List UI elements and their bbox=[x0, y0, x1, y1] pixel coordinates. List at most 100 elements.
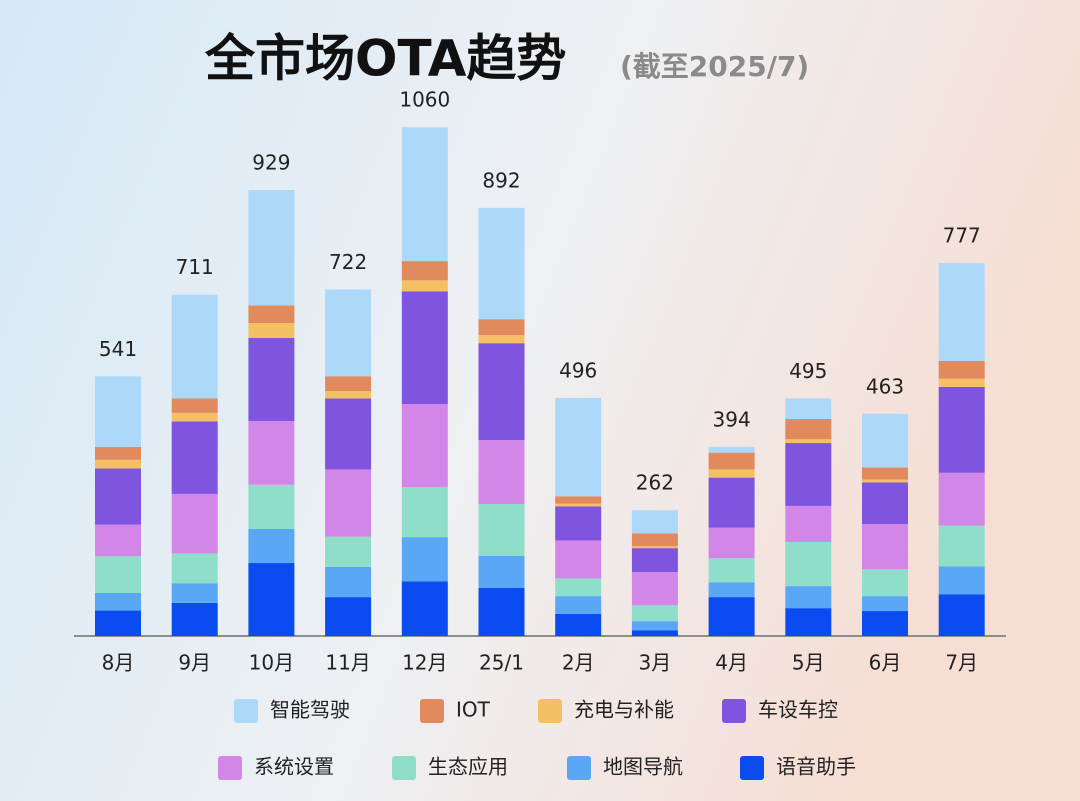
bar-segment bbox=[555, 503, 602, 507]
x-tick-label: 8月 bbox=[102, 651, 135, 675]
bar-segment bbox=[862, 479, 908, 483]
bar-segment bbox=[95, 446, 141, 460]
bar-segment bbox=[325, 566, 372, 598]
bar-segment bbox=[478, 319, 525, 336]
bar-segment bbox=[785, 505, 832, 542]
x-tick-label: 5月 bbox=[792, 651, 825, 675]
bar-segment bbox=[708, 558, 755, 583]
legend-label: 地图导航 bbox=[603, 755, 683, 779]
bar-segment bbox=[862, 413, 908, 468]
bar-segment bbox=[938, 360, 985, 379]
bar-segment bbox=[171, 553, 218, 584]
bar-segment bbox=[95, 592, 141, 611]
bar-segment bbox=[785, 398, 832, 420]
bar-segment bbox=[938, 525, 985, 567]
bar-segment bbox=[785, 439, 832, 444]
bar-segment bbox=[478, 207, 525, 320]
bar-segment bbox=[631, 548, 678, 573]
bar-segment bbox=[248, 484, 295, 529]
bar-segment bbox=[478, 440, 525, 504]
bar-segment bbox=[95, 610, 141, 636]
bar-segment bbox=[401, 487, 448, 538]
total-label: 496 bbox=[559, 358, 597, 382]
x-tick-label: 6月 bbox=[869, 651, 902, 675]
chart-subtitle: (截至2025/7) bbox=[620, 50, 809, 83]
x-tick-label: 10月 bbox=[249, 651, 294, 675]
bar-segment bbox=[171, 493, 218, 554]
bar-segment bbox=[555, 578, 602, 597]
total-label: 777 bbox=[943, 224, 981, 248]
bar-segment bbox=[171, 398, 218, 413]
bar-segment bbox=[171, 583, 218, 603]
bar-segment bbox=[862, 524, 908, 570]
bar-segment bbox=[325, 597, 372, 636]
bar-segment bbox=[325, 376, 372, 392]
bar-segment bbox=[401, 404, 448, 488]
legend-label: IOT bbox=[456, 698, 491, 722]
bar-segment bbox=[938, 472, 985, 526]
bar-segment bbox=[171, 412, 218, 422]
bar-segment bbox=[401, 537, 448, 582]
bar-segment bbox=[785, 419, 832, 440]
bar-segment bbox=[862, 569, 908, 597]
total-label: 929 bbox=[252, 151, 290, 175]
bar-segment bbox=[631, 533, 678, 547]
bar-segment bbox=[248, 337, 295, 421]
x-tick-label: 11月 bbox=[325, 651, 370, 675]
bar-segment bbox=[478, 555, 525, 588]
bar-segment bbox=[631, 605, 678, 622]
bar-segment bbox=[325, 391, 372, 399]
total-label: 711 bbox=[176, 255, 214, 279]
bar-segment bbox=[708, 469, 755, 478]
bar-segment bbox=[785, 541, 832, 587]
bar-segment bbox=[478, 504, 525, 556]
x-tick-label: 9月 bbox=[178, 651, 211, 675]
bar-segment bbox=[631, 546, 678, 549]
bar-segment bbox=[171, 602, 218, 636]
bar-segment bbox=[248, 190, 295, 306]
bar-segment bbox=[401, 261, 448, 281]
bar-segment bbox=[478, 335, 525, 344]
bar-segment bbox=[862, 467, 908, 480]
x-tick-label: 4月 bbox=[715, 651, 748, 675]
bar-segment bbox=[938, 378, 985, 387]
bar-segment bbox=[478, 343, 525, 441]
bar-segment bbox=[248, 323, 295, 338]
bar-segment bbox=[248, 420, 295, 485]
bar-segment bbox=[631, 621, 678, 631]
bar-segment bbox=[555, 506, 602, 541]
total-label: 541 bbox=[99, 337, 137, 361]
bar-segment bbox=[862, 596, 908, 612]
x-tick-label: 12月 bbox=[402, 651, 447, 675]
total-label: 495 bbox=[789, 359, 827, 383]
bar-segment bbox=[478, 588, 525, 636]
bar-segment bbox=[938, 263, 985, 361]
bar-segment bbox=[938, 566, 985, 595]
total-label: 262 bbox=[636, 471, 674, 495]
bar-segment bbox=[708, 452, 755, 470]
legend-swatch bbox=[234, 699, 258, 723]
total-label: 394 bbox=[713, 407, 751, 431]
legend-label: 语音助手 bbox=[776, 755, 856, 779]
bar-segment bbox=[938, 594, 985, 636]
bar-segment bbox=[555, 540, 602, 579]
legend-swatch bbox=[538, 699, 562, 723]
bar-segment bbox=[862, 482, 908, 525]
bar-segment bbox=[325, 289, 372, 377]
legend-swatch bbox=[722, 699, 746, 723]
bar-segment bbox=[401, 581, 448, 636]
bar-segment bbox=[555, 596, 602, 614]
legend-label: 系统设置 bbox=[254, 755, 334, 779]
chart-title: 全市场OTA趋势 bbox=[204, 30, 566, 88]
bar-segment bbox=[785, 608, 832, 636]
bar-segment bbox=[325, 469, 372, 537]
total-label: 722 bbox=[329, 250, 367, 274]
legend-label: 车设车控 bbox=[758, 698, 838, 722]
bar-segment bbox=[248, 528, 295, 564]
legend-swatch bbox=[567, 756, 591, 780]
legend-label: 生态应用 bbox=[428, 755, 508, 779]
total-label: 1060 bbox=[399, 88, 450, 112]
